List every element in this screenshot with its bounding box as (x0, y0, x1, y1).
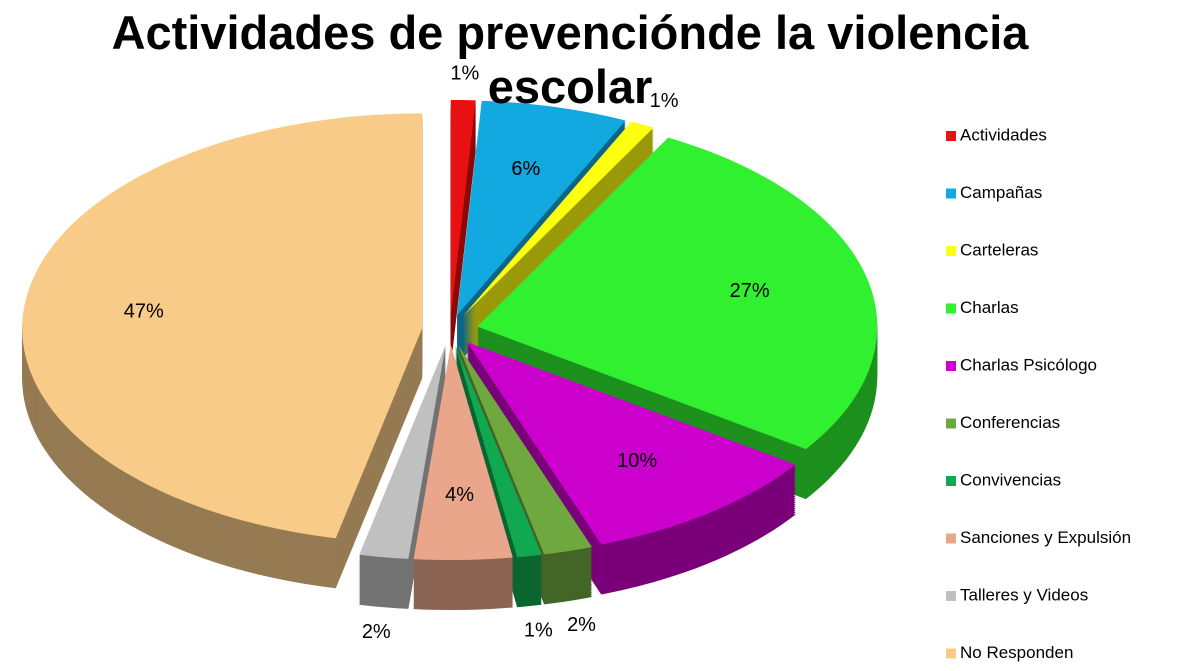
legend-swatch (946, 648, 956, 659)
legend-swatch (946, 361, 956, 371)
slice (22, 113, 423, 539)
legend-label: Actividades (960, 125, 1047, 144)
legend-label: Talleres y Videos (960, 585, 1088, 604)
slice (462, 121, 654, 317)
legend-swatch (946, 591, 956, 601)
legend-swatch (946, 131, 956, 141)
data-label: 27% (730, 280, 770, 302)
slice (359, 344, 446, 559)
legend-label: Carteleras (960, 240, 1038, 259)
chart-title: Actividades de prevenciónde la violencia… (111, 6, 1029, 113)
slice (455, 344, 542, 558)
legend-swatch (946, 533, 956, 544)
legend-swatch (946, 476, 956, 486)
data-label: 6% (511, 158, 540, 180)
data-label: 47% (124, 300, 164, 322)
legend-label: Convivencias (960, 470, 1061, 489)
slice (450, 99, 476, 315)
slice (456, 100, 626, 316)
data-label: 1% (450, 63, 479, 85)
data-label: 1% (524, 620, 553, 642)
legend-label: Campañas (960, 183, 1042, 202)
legend-swatch (946, 303, 956, 314)
data-label: 2% (567, 614, 596, 636)
slice (457, 344, 592, 555)
legend-swatch (946, 418, 956, 429)
slice (413, 345, 513, 561)
slice (467, 341, 796, 545)
legend-swatch (946, 188, 956, 199)
legend-label: Conferencias (960, 413, 1060, 432)
legend-label: Charlas Psicólogo (960, 355, 1097, 374)
legend-label: No Responden (960, 643, 1073, 662)
slice (477, 137, 878, 450)
data-label: 2% (362, 621, 391, 643)
data-label: 1% (650, 90, 679, 112)
legend: Actividades Campañas Carteleras Charlas Char… (946, 125, 1131, 662)
data-label: 10% (617, 450, 657, 472)
legend-label: Sanciones y Expulsión (960, 528, 1131, 547)
legend-label: Charlas (960, 298, 1019, 317)
data-label: 4% (445, 484, 474, 506)
legend-swatch (946, 246, 956, 256)
